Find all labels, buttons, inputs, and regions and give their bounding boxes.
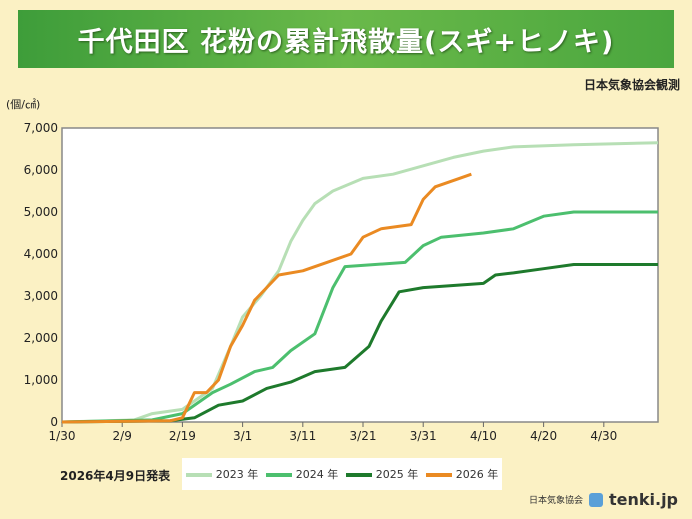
y-tick-label: 0 <box>50 415 58 429</box>
x-tick-label: 2/19 <box>169 429 196 443</box>
y-tick-label: 6,000 <box>24 163 58 177</box>
legend-item: 2026 年 <box>425 466 499 482</box>
legend-item: 2025 年 <box>345 466 419 482</box>
title-banner: 千代田区 花粉の累計飛散量(スギ+ヒノキ) <box>18 10 674 68</box>
legend-swatch <box>185 473 212 477</box>
observation-credit: 日本気象協会観測 <box>583 78 680 92</box>
series-line-2024 <box>61 210 658 424</box>
footer-org: 日本気象協会 <box>528 496 583 506</box>
plot-area <box>61 127 659 423</box>
x-tick-label: 3/31 <box>410 429 437 443</box>
x-tick-label: 4/10 <box>470 429 497 443</box>
x-tick-label: 4/20 <box>530 429 557 443</box>
legend-swatch <box>345 473 372 477</box>
tenki-logo-icon <box>588 492 603 507</box>
x-tick-label: 3/21 <box>350 429 377 443</box>
x-tick-label: 3/1 <box>233 429 252 443</box>
y-tick-label: 5,000 <box>24 205 58 219</box>
series-line-2026 <box>61 172 472 424</box>
x-tick-label: 3/11 <box>289 429 316 443</box>
y-axis-unit: (個/㎠) <box>6 98 41 111</box>
y-tick-label: 1,000 <box>24 373 58 387</box>
x-tick-label: 4/30 <box>590 429 617 443</box>
legend: 2023 年 2024 年 2025 年 2026 年 <box>182 458 502 490</box>
y-tick-label: 7,000 <box>24 121 58 135</box>
chart-title: 千代田区 花粉の累計飛散量(スギ+ヒノキ) <box>77 26 615 58</box>
legend-label: 2024 年 <box>295 468 339 481</box>
legend-label: 2023 年 <box>215 468 259 481</box>
legend-swatch <box>425 473 452 477</box>
y-tick-label: 4,000 <box>24 247 58 261</box>
legend-item: 2024 年 <box>265 466 339 482</box>
footer-brand: tenki.jp <box>608 490 678 509</box>
publish-date: 2026年4月9日発表 <box>60 469 171 483</box>
x-tick-label: 2/9 <box>113 429 132 443</box>
y-tick-label: 2,000 <box>24 331 58 345</box>
footer-logo: 日本気象協会 tenki.jp <box>529 490 678 509</box>
legend-swatch <box>265 473 292 477</box>
x-tick-label: 1/30 <box>49 429 76 443</box>
series-line-2023 <box>61 141 659 424</box>
legend-item: 2023 年 <box>185 466 259 482</box>
y-tick-label: 3,000 <box>24 289 58 303</box>
legend-label: 2025 年 <box>375 468 419 481</box>
legend-label: 2026 年 <box>455 468 499 481</box>
series-line-2025 <box>61 263 658 424</box>
